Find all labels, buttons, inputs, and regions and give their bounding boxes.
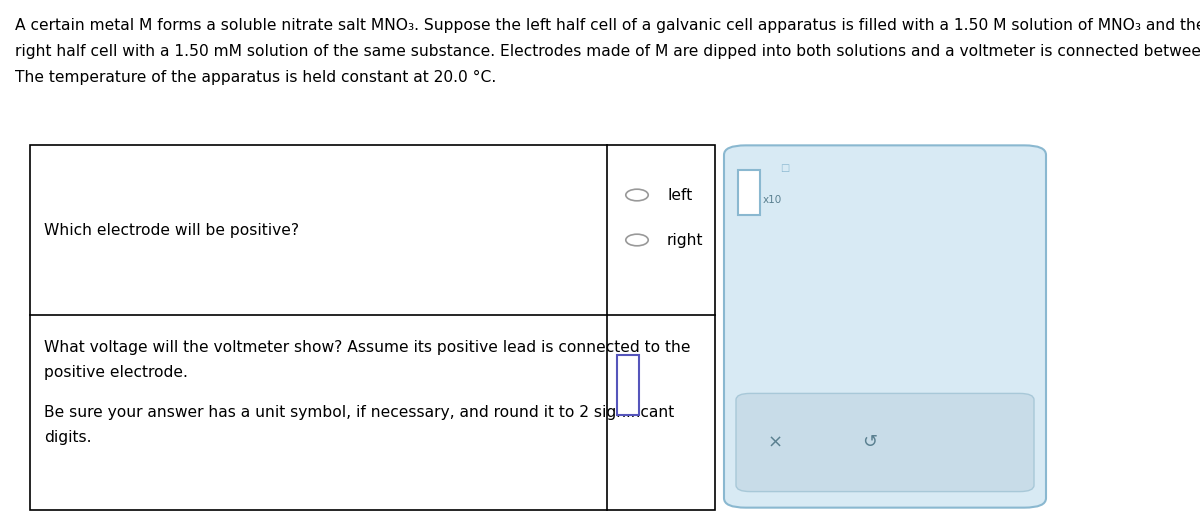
FancyBboxPatch shape: [724, 145, 1046, 507]
Bar: [738, 170, 760, 215]
Text: ×: ×: [768, 433, 782, 451]
Text: Be sure your answer has a unit symbol, if necessary, and round it to 2 significa: Be sure your answer has a unit symbol, i…: [44, 405, 674, 420]
Text: What voltage will the voltmeter show? Assume its positive lead is connected to t: What voltage will the voltmeter show? As…: [44, 340, 691, 355]
Text: □: □: [780, 163, 790, 173]
Text: right half cell with a 1.50 mM solution of the same substance. Electrodes made o: right half cell with a 1.50 mM solution …: [14, 44, 1200, 59]
Text: The temperature of the apparatus is held constant at 20.0 °C.: The temperature of the apparatus is held…: [14, 70, 497, 85]
Bar: [617, 355, 640, 415]
Text: digits.: digits.: [44, 430, 92, 445]
Text: right: right: [667, 232, 703, 248]
Bar: [30, 145, 715, 510]
Text: positive electrode.: positive electrode.: [44, 365, 188, 380]
Text: Which electrode will be positive?: Which electrode will be positive?: [44, 222, 300, 238]
Text: left: left: [667, 187, 692, 203]
Text: A certain metal M forms a soluble nitrate salt MNO₃. Suppose the left half cell : A certain metal M forms a soluble nitrat…: [14, 18, 1200, 33]
FancyBboxPatch shape: [736, 393, 1034, 492]
Text: x10: x10: [763, 195, 782, 205]
Text: ↺: ↺: [863, 433, 877, 451]
